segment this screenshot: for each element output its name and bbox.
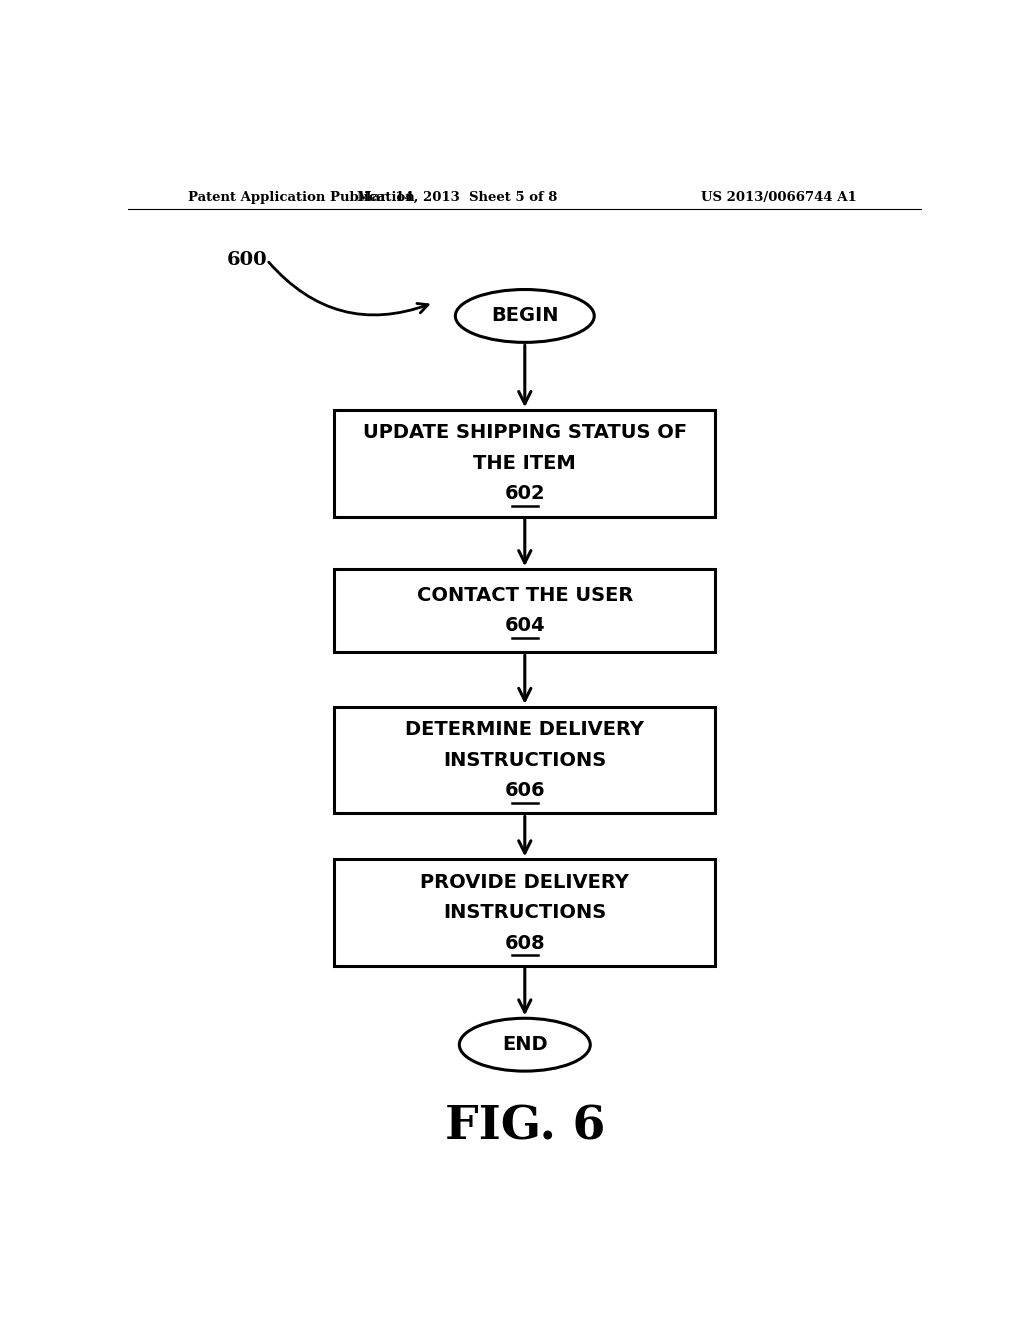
Text: 600: 600	[227, 251, 268, 269]
Text: 604: 604	[505, 616, 545, 635]
Text: DETERMINE DELIVERY: DETERMINE DELIVERY	[406, 721, 644, 739]
Text: CONTACT THE USER: CONTACT THE USER	[417, 586, 633, 605]
Text: Mar. 14, 2013  Sheet 5 of 8: Mar. 14, 2013 Sheet 5 of 8	[357, 190, 557, 203]
Text: INSTRUCTIONS: INSTRUCTIONS	[443, 751, 606, 770]
Bar	[334, 411, 715, 516]
Text: UPDATE SHIPPING STATUS OF: UPDATE SHIPPING STATUS OF	[362, 424, 687, 442]
Text: Patent Application Publication: Patent Application Publication	[187, 190, 415, 203]
Text: INSTRUCTIONS: INSTRUCTIONS	[443, 903, 606, 923]
Bar	[334, 706, 715, 813]
Text: PROVIDE DELIVERY: PROVIDE DELIVERY	[421, 873, 629, 891]
Ellipse shape	[460, 1018, 590, 1071]
Text: US 2013/0066744 A1: US 2013/0066744 A1	[700, 190, 857, 203]
Text: THE ITEM: THE ITEM	[473, 454, 577, 473]
Text: END: END	[502, 1035, 548, 1055]
Text: BEGIN: BEGIN	[492, 306, 558, 326]
Text: 602: 602	[505, 484, 545, 503]
Bar	[334, 569, 715, 652]
Text: 606: 606	[505, 781, 545, 800]
Ellipse shape	[456, 289, 594, 342]
Text: 608: 608	[505, 933, 545, 953]
Bar	[334, 859, 715, 966]
Text: FIG. 6: FIG. 6	[444, 1104, 605, 1148]
